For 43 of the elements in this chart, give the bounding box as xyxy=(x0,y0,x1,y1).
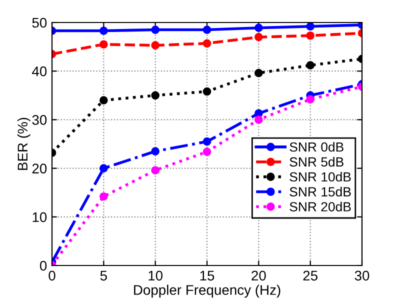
x-axis-title: Doppler Frequency (Hz) xyxy=(134,284,280,298)
point xyxy=(202,148,212,156)
point xyxy=(151,91,160,100)
legend-label: SNR 5dB xyxy=(290,156,344,167)
point xyxy=(151,26,160,34)
y-tick-label: 30 xyxy=(32,115,47,125)
point xyxy=(254,116,263,124)
legend-label: SNR 10dB xyxy=(290,172,351,182)
point xyxy=(306,95,314,104)
y-axis-title: BER (%) xyxy=(17,118,30,170)
point xyxy=(100,164,108,172)
x-tick-label: 30 xyxy=(354,270,370,281)
point xyxy=(151,166,160,174)
legend-label: SNR 20dB xyxy=(290,202,351,212)
legend-label: SNR 15dB xyxy=(290,186,351,196)
point xyxy=(100,26,108,35)
y-tick-label: 0 xyxy=(40,260,47,271)
x-tick-label: 25 xyxy=(303,270,318,281)
y-tick-label: 20 xyxy=(32,164,47,174)
legend-label: SNR 0dB xyxy=(290,142,344,152)
point xyxy=(100,40,108,49)
x-tick-label: 10 xyxy=(148,270,163,281)
point xyxy=(306,61,314,70)
point xyxy=(202,87,212,96)
x-tick-label: 0 xyxy=(48,270,56,281)
x-tick-label: 5 xyxy=(100,270,107,281)
point xyxy=(254,68,263,78)
y-tick-label: 50 xyxy=(32,18,47,28)
point xyxy=(100,96,108,104)
point xyxy=(306,31,314,40)
y-tick-label: 10 xyxy=(32,212,47,222)
point xyxy=(202,26,212,34)
point xyxy=(151,147,160,156)
point xyxy=(100,192,108,201)
point xyxy=(254,32,263,42)
point xyxy=(254,24,263,32)
point xyxy=(306,22,314,31)
y-tick-label: 40 xyxy=(32,66,47,76)
point xyxy=(202,137,212,146)
x-tick-label: 15 xyxy=(200,270,214,281)
x-tick-label: 20 xyxy=(252,270,266,281)
point xyxy=(202,39,212,48)
point xyxy=(151,41,160,50)
